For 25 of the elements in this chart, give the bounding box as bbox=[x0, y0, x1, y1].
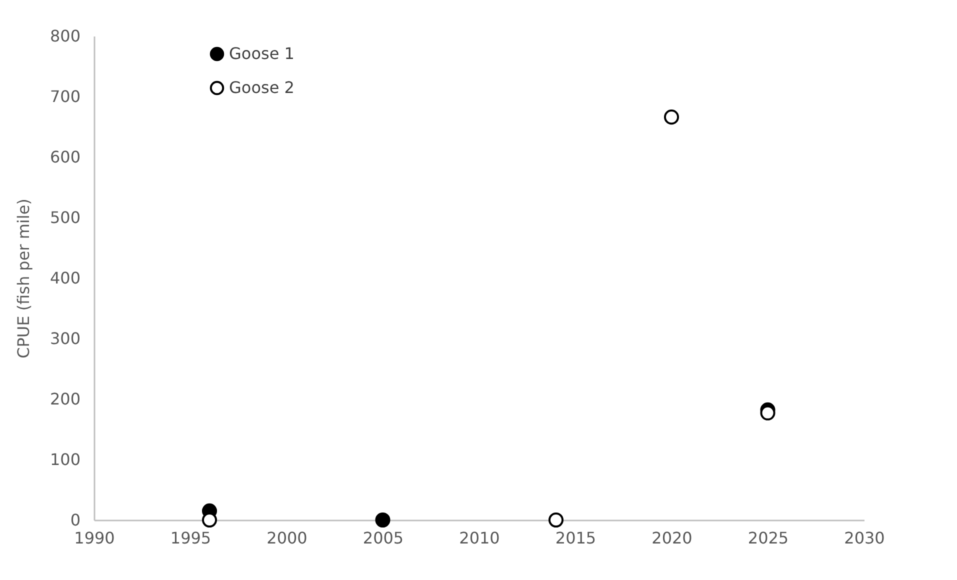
x-tick-label: 1995 bbox=[170, 528, 212, 548]
x-tick-label: 2020 bbox=[652, 528, 692, 548]
x-tick-label: 2015 bbox=[555, 528, 596, 548]
x-tick-label: 2005 bbox=[362, 528, 404, 548]
y-tick-label: 100 bbox=[50, 450, 80, 469]
point bbox=[760, 405, 776, 420]
y-tick-label: 300 bbox=[50, 329, 80, 348]
legend-label: Goose 2 bbox=[229, 78, 294, 97]
y-tick-label: 400 bbox=[50, 268, 80, 288]
y-tick-label: 800 bbox=[50, 26, 80, 46]
legend-label: Goose 1 bbox=[229, 44, 294, 63]
y-tick-label: 600 bbox=[50, 148, 80, 166]
y-axis-title: CPUE (fish per mile) bbox=[14, 198, 33, 358]
y-tick-label: 200 bbox=[50, 390, 80, 408]
point bbox=[664, 110, 680, 125]
y-tick-label: 700 bbox=[50, 87, 80, 106]
y-tick-label: 0 bbox=[70, 510, 80, 530]
x-tick-label: 1990 bbox=[74, 528, 115, 548]
x-tick-label: 2010 bbox=[459, 528, 500, 548]
y-tick-label: 500 bbox=[50, 208, 80, 227]
x-tick-label: 2025 bbox=[748, 528, 789, 548]
point bbox=[375, 512, 390, 528]
point bbox=[548, 512, 564, 528]
x-tick-label: 2000 bbox=[266, 528, 308, 548]
x-tick-label: 2030 bbox=[844, 528, 885, 548]
